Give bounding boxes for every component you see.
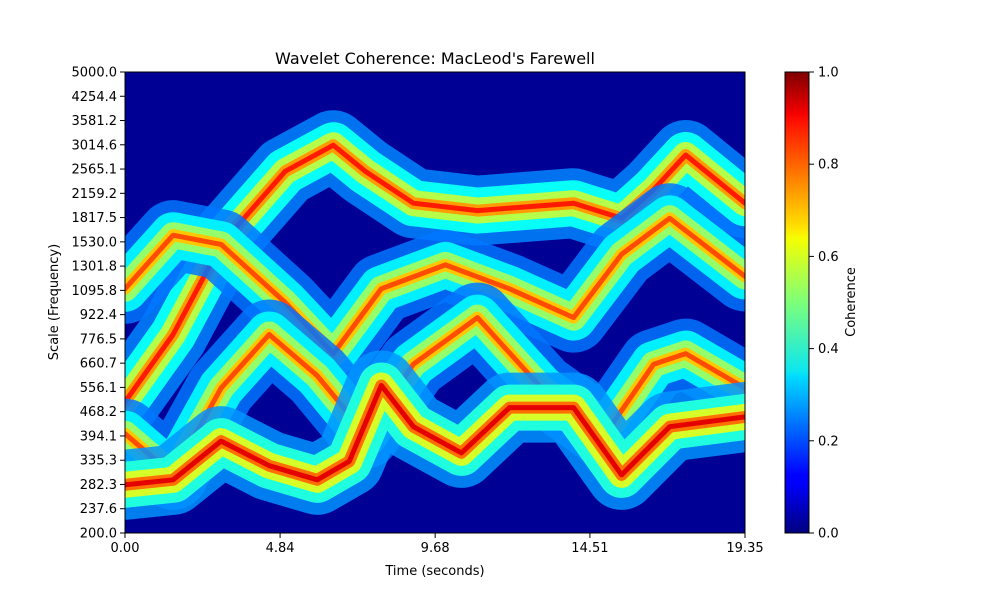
y-tick-label: 660.7 bbox=[80, 357, 117, 372]
y-tick-label: 1530.0 bbox=[72, 235, 118, 250]
x-tick-label: 9.68 bbox=[421, 541, 450, 556]
x-axis: 0.00 4.84 9.68 14.51 19.35 bbox=[111, 533, 764, 556]
x-tick-label: 4.84 bbox=[266, 541, 295, 556]
y-tick-label: 1095.8 bbox=[72, 284, 118, 299]
x-tick-label: 14.51 bbox=[571, 541, 608, 556]
y-tick-label: 2565.1 bbox=[72, 163, 118, 178]
x-tick-label: 19.35 bbox=[726, 541, 763, 556]
y-axis-label: Scale (Frequency) bbox=[47, 244, 62, 360]
x-tick-label: 0.00 bbox=[111, 541, 140, 556]
y-tick-label: 3581.2 bbox=[72, 114, 118, 129]
colorbar-tick-label: 0.4 bbox=[818, 342, 839, 357]
coherence-band-4-layer-5 bbox=[125, 383, 745, 488]
y-tick-label: 3014.6 bbox=[72, 138, 118, 153]
colorbar bbox=[785, 72, 809, 533]
y-tick-label: 394.1 bbox=[80, 429, 117, 444]
y-tick-label: 4254.4 bbox=[72, 90, 118, 105]
y-tick-label: 237.6 bbox=[80, 502, 117, 517]
chart-title: Wavelet Coherence: MacLeod's Farewell bbox=[275, 49, 595, 68]
heatmap-area bbox=[125, 72, 745, 533]
y-tick-label: 468.2 bbox=[80, 405, 117, 420]
y-axis: 200.0 237.6 282.3 335.3 394.1 468.2 556.1 660.7… bbox=[72, 66, 125, 542]
y-tick-label: 200.0 bbox=[80, 527, 117, 542]
y-tick-label: 1817.5 bbox=[72, 211, 118, 226]
colorbar-axis: 0.0 0.2 0.4 0.6 0.8 1.0 bbox=[809, 66, 839, 542]
colorbar-label: Coherence bbox=[844, 267, 859, 337]
colorbar-tick-label: 0.2 bbox=[818, 434, 839, 449]
colorbar-tick-label: 0.8 bbox=[818, 158, 839, 173]
y-tick-label: 922.4 bbox=[80, 308, 117, 323]
y-tick-label: 5000.0 bbox=[72, 66, 118, 81]
colorbar-frame bbox=[784, 71, 810, 534]
colorbar-tick-label: 0.6 bbox=[818, 250, 839, 265]
coherence-band-2-layer-5 bbox=[125, 215, 745, 357]
y-tick-label: 556.1 bbox=[80, 381, 117, 396]
x-axis-label: Time (seconds) bbox=[384, 564, 484, 579]
y-tick-label: 2159.2 bbox=[72, 187, 118, 202]
y-tick-label: 335.3 bbox=[80, 454, 117, 469]
y-tick-label: 1301.8 bbox=[72, 260, 118, 275]
y-tick-label: 776.5 bbox=[80, 332, 117, 347]
colorbar-tick-label: 0.0 bbox=[818, 527, 839, 542]
colorbar-tick-label: 1.0 bbox=[818, 66, 839, 81]
coherence-band-3-layer-5 bbox=[125, 315, 745, 478]
y-tick-label: 282.3 bbox=[80, 478, 117, 493]
